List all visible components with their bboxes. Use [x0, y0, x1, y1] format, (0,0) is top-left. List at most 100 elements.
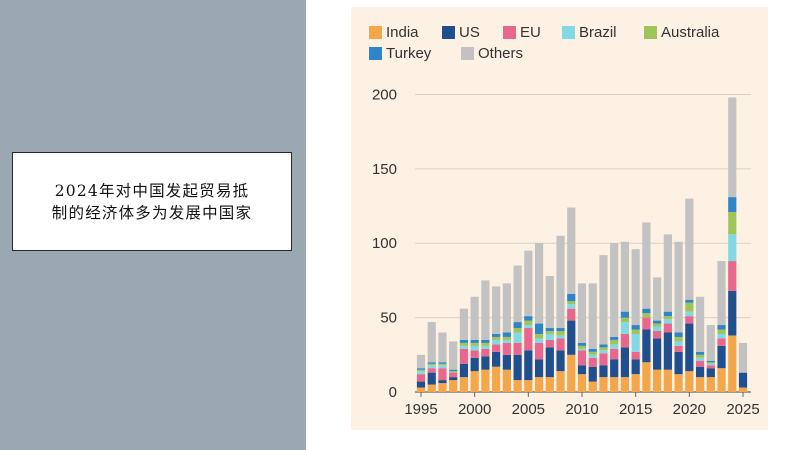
- bar-2013-australia: [610, 339, 619, 345]
- bar-2011-turkey: [588, 348, 597, 352]
- bar-2012-others: [599, 255, 608, 345]
- y-tick-label-200: 200: [372, 86, 397, 103]
- y-tick-label-50: 50: [380, 310, 397, 327]
- bar-1997-india: [438, 383, 447, 392]
- bar-1997-us: [438, 380, 447, 384]
- bar-2008-eu: [556, 338, 565, 351]
- bar-2004-others: [513, 265, 522, 323]
- legend-swatch-others: [461, 47, 474, 60]
- bar-2022-turkey: [706, 360, 715, 363]
- bar-2012-eu: [599, 353, 608, 366]
- bar-1999-turkey: [459, 339, 469, 343]
- x-tick-label-2010: 2010: [565, 401, 598, 418]
- bar-2007-us: [545, 347, 554, 378]
- bar-2024-australia: [728, 211, 737, 235]
- bar-2007-brazil: [545, 333, 554, 340]
- bar-2022-others: [706, 325, 715, 361]
- bar-2006-india: [534, 377, 544, 392]
- bar-2005-india: [524, 380, 533, 392]
- bar-2018-us: [663, 332, 672, 370]
- bar-2011-us: [588, 366, 597, 382]
- bar-2025-others: [738, 342, 748, 373]
- bar-2020-others: [685, 198, 694, 300]
- bar-1995-australia: [416, 369, 426, 372]
- bar-2016-australia: [642, 313, 651, 318]
- bar-1998-turkey: [449, 369, 458, 372]
- bar-2009-brazil: [567, 304, 576, 309]
- bar-2025-india: [738, 387, 748, 392]
- bar-1998-others: [449, 341, 458, 370]
- bar-2007-eu: [545, 339, 554, 348]
- bar-2008-australia: [556, 331, 565, 336]
- bar-2019-india: [674, 374, 683, 392]
- bar-2021-australia: [695, 354, 705, 358]
- bar-2024-us: [728, 290, 737, 336]
- bar-1995-eu: [416, 374, 426, 382]
- y-tick-label-0: 0: [389, 384, 397, 401]
- bar-1999-brazil: [459, 345, 469, 349]
- bar-2014-eu: [620, 333, 630, 348]
- bar-2015-us: [631, 359, 640, 375]
- bar-2014-turkey: [620, 311, 630, 318]
- bar-2009-australia: [567, 301, 576, 305]
- bar-2011-australia: [588, 351, 597, 355]
- bar-2007-turkey: [545, 328, 554, 331]
- bar-2016-turkey: [642, 308, 651, 314]
- bar-2004-brazil: [513, 332, 522, 343]
- bar-2010-turkey: [577, 342, 587, 346]
- bar-2024-brazil: [728, 234, 737, 262]
- bar-2020-turkey: [685, 299, 694, 303]
- legend-swatch-brazil: [562, 26, 575, 39]
- bar-2002-us: [492, 351, 501, 367]
- bar-2018-others: [663, 234, 672, 312]
- bar-2008-turkey: [556, 328, 565, 331]
- bar-2023-india: [717, 368, 726, 392]
- bar-2004-turkey: [513, 322, 522, 329]
- y-tick-label-100: 100: [372, 235, 397, 252]
- bar-2015-eu: [631, 351, 640, 360]
- bar-2005-eu: [524, 328, 533, 351]
- bar-1996-australia: [427, 363, 436, 366]
- bar-2002-turkey: [492, 333, 501, 337]
- legend-label-others: Others: [478, 45, 523, 62]
- bar-2017-brazil: [653, 326, 662, 331]
- bar-2004-us: [513, 354, 522, 381]
- bar-2016-us: [642, 329, 651, 363]
- bar-2020-brazil: [685, 311, 694, 317]
- bar-1997-others: [438, 332, 447, 363]
- legend-label-australia: Australia: [661, 24, 720, 41]
- bar-2022-australia: [706, 362, 715, 364]
- bar-2003-others: [502, 283, 511, 333]
- bar-1997-brazil: [438, 365, 447, 369]
- bar-2013-turkey: [610, 336, 619, 340]
- bar-2001-brazil: [481, 345, 490, 349]
- bar-2004-australia: [513, 328, 522, 333]
- legend-label-brazil: Brazil: [579, 24, 617, 41]
- bar-2002-brazil: [492, 339, 501, 345]
- bar-2002-india: [492, 366, 501, 392]
- bar-2012-australia: [599, 347, 608, 351]
- bar-2017-others: [653, 277, 662, 321]
- bar-2021-us: [695, 366, 705, 378]
- bar-1997-turkey: [438, 362, 447, 364]
- bar-2024-others: [728, 97, 737, 198]
- bar-2017-us: [653, 338, 662, 370]
- bar-2021-india: [695, 377, 705, 392]
- bar-2010-brazil: [577, 348, 587, 351]
- bar-2001-turkey: [481, 339, 490, 343]
- bar-2005-australia: [524, 320, 533, 326]
- legend-label-turkey: Turkey: [386, 45, 432, 62]
- bar-2000-eu: [470, 350, 479, 358]
- bar-1996-turkey: [427, 362, 436, 364]
- bar-2010-us: [577, 365, 587, 375]
- bar-2006-eu: [534, 342, 544, 360]
- bar-2003-australia: [502, 336, 511, 340]
- bar-2019-turkey: [674, 332, 683, 337]
- bar-1995-us: [416, 381, 426, 388]
- bar-2006-others: [534, 243, 544, 324]
- bar-1998-us: [449, 377, 458, 381]
- bar-1999-australia: [459, 342, 469, 346]
- bar-2003-india: [502, 369, 511, 392]
- bar-2020-india: [685, 371, 694, 392]
- bar-2001-australia: [481, 342, 490, 346]
